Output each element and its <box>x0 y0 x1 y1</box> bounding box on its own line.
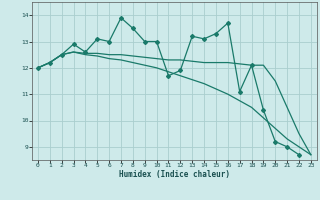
X-axis label: Humidex (Indice chaleur): Humidex (Indice chaleur) <box>119 170 230 179</box>
